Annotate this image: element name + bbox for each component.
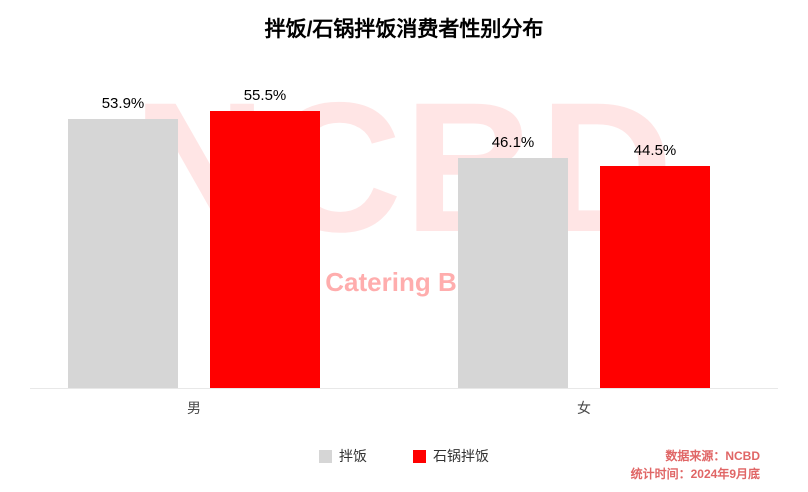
bar-series-1-category-0 xyxy=(210,110,320,388)
category-label-1: 女 xyxy=(577,400,591,416)
bar-value-label: 44.5% xyxy=(633,141,677,159)
bar-group-1: 46.1% 44.5% xyxy=(458,133,710,388)
legend-label: 石锅拌饭 xyxy=(433,448,489,464)
bar-series-1-category-1 xyxy=(600,165,710,388)
bar-wrap: 44.5% xyxy=(600,141,710,388)
bar-value-label: 53.9% xyxy=(101,94,145,112)
legend-item-0: 拌饭 xyxy=(319,446,367,466)
legend-swatch-icon xyxy=(319,449,332,463)
category-label-0: 男 xyxy=(187,400,201,416)
bars-row: 53.9% 55.5% 46.1% 44.5% xyxy=(30,79,778,389)
bar-group-0: 53.9% 55.5% xyxy=(68,86,320,388)
legend-item-1: 石锅拌饭 xyxy=(413,446,489,466)
source-line: 数据来源：NCBD xyxy=(665,448,760,463)
legend-swatch-icon xyxy=(413,449,426,463)
bar-series-0-category-0 xyxy=(68,118,178,388)
bar-wrap: 53.9% xyxy=(68,94,178,388)
bar-value-label: 55.5% xyxy=(243,86,287,104)
legend-label: 拌饭 xyxy=(339,448,367,464)
bar-wrap: 46.1% xyxy=(458,133,568,388)
legend: 拌饭 石锅拌饭 xyxy=(0,446,808,466)
category-labels-row: 男女 xyxy=(30,398,778,418)
bar-series-0-category-1 xyxy=(458,157,568,388)
data-source-note: 数据来源：NCBD 统计时间：2024年9月底 xyxy=(631,447,760,484)
time-line: 统计时间：2024年9月底 xyxy=(630,467,760,482)
bar-wrap: 55.5% xyxy=(210,86,320,388)
plot-area: 53.9% 55.5% 46.1% 44.5% 男女 xyxy=(30,79,778,418)
bar-value-label: 46.1% xyxy=(491,133,535,151)
chart-title: 拌饭/石锅拌饭消费者性别分布 xyxy=(264,18,544,41)
